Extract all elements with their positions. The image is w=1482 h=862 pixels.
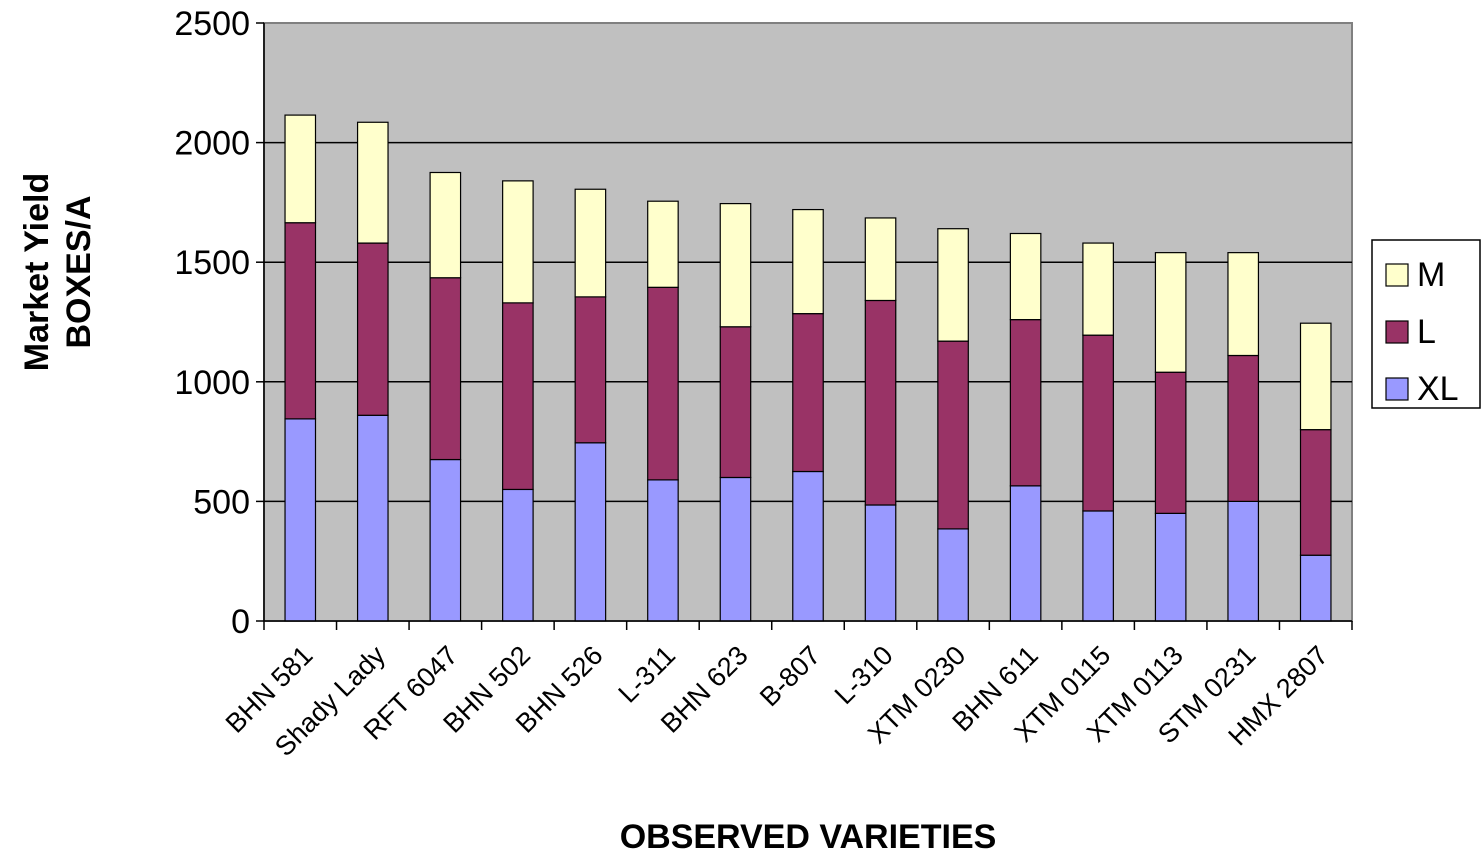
bar-xl-xtm-0115 bbox=[1082, 510, 1114, 622]
bar-l-xtm-0113 bbox=[1154, 371, 1187, 514]
y-tick-label: 500 bbox=[193, 483, 250, 521]
bar-xl-l-310 bbox=[864, 504, 897, 622]
bar-l-l-310 bbox=[864, 299, 897, 506]
legend-swatch-l bbox=[1385, 320, 1409, 344]
legend-label-m: M bbox=[1417, 256, 1445, 294]
x-tick-label: L-311 bbox=[613, 640, 682, 709]
y-tick-label: 0 bbox=[231, 603, 250, 641]
y-axis-title-line2: BOXES/A bbox=[60, 195, 98, 348]
bar-m-xtm-0230 bbox=[937, 228, 969, 342]
x-tick-label: L-310 bbox=[829, 640, 899, 710]
bar-l-stm-0231 bbox=[1227, 354, 1260, 503]
bar-l-xtm-0115 bbox=[1082, 334, 1114, 512]
bar-l-bhn-611 bbox=[1009, 319, 1042, 487]
legend-label-l: L bbox=[1417, 313, 1436, 351]
bar-m-xtm-0115 bbox=[1082, 242, 1114, 336]
bar-m-xtm-0113 bbox=[1154, 252, 1187, 373]
bar-m-bhn-581 bbox=[284, 114, 317, 224]
bar-l-rft-6047 bbox=[429, 277, 462, 461]
legend-swatch-m bbox=[1385, 263, 1409, 287]
bar-xl-b-807 bbox=[792, 470, 824, 622]
bar-xl-stm-0231 bbox=[1227, 500, 1260, 622]
bar-l-shady-lady bbox=[356, 242, 389, 416]
bar-l-bhn-526 bbox=[574, 296, 607, 444]
bar-xl-bhn-611 bbox=[1009, 485, 1042, 622]
bar-xl-shady-lady bbox=[356, 414, 389, 622]
y-tick-label: 2500 bbox=[174, 5, 250, 43]
axes bbox=[256, 22, 1353, 630]
bar-m-stm-0231 bbox=[1227, 252, 1260, 357]
legend-label-xl: XL bbox=[1417, 370, 1459, 408]
bar-xl-bhn-502 bbox=[502, 488, 534, 622]
bar-l-bhn-581 bbox=[284, 222, 317, 420]
y-tick-label: 1500 bbox=[174, 244, 250, 282]
bar-m-l-310 bbox=[864, 217, 897, 302]
legend-swatch-xl bbox=[1385, 377, 1409, 401]
bar-m-bhn-526 bbox=[574, 188, 607, 298]
bar-l-bhn-623 bbox=[719, 326, 752, 479]
bar-l-xtm-0230 bbox=[937, 340, 969, 530]
x-tick-label: B-807 bbox=[754, 640, 826, 712]
y-tick-labels: 0 500 1000 1500 2000 2500 bbox=[174, 5, 250, 641]
y-tick-label: 1000 bbox=[174, 364, 250, 402]
bar-l-hmx-2807 bbox=[1299, 429, 1332, 556]
y-axis-title-line1: Market Yield bbox=[18, 173, 56, 371]
bar-xl-xtm-0230 bbox=[937, 528, 969, 622]
bar-xl-rft-6047 bbox=[429, 458, 462, 622]
bar-xl-bhn-581 bbox=[284, 418, 317, 622]
bar-m-bhn-623 bbox=[719, 202, 752, 328]
bar-m-shady-lady bbox=[356, 121, 389, 244]
bar-m-bhn-611 bbox=[1009, 232, 1042, 321]
x-axis-title: OBSERVED VARIETIES bbox=[620, 818, 997, 856]
bar-xl-bhn-623 bbox=[719, 476, 752, 622]
bar-xl-l-311 bbox=[647, 479, 679, 622]
bar-xl-hmx-2807 bbox=[1299, 554, 1332, 622]
bars bbox=[284, 114, 1332, 622]
bar-m-b-807 bbox=[792, 208, 824, 315]
bar-l-l-311 bbox=[647, 286, 679, 481]
bar-l-bhn-502 bbox=[502, 302, 534, 491]
bar-m-bhn-502 bbox=[502, 180, 534, 304]
legend: ML XL bbox=[1371, 239, 1481, 409]
bar-m-l-311 bbox=[647, 200, 679, 288]
bar-m-hmx-2807 bbox=[1299, 322, 1332, 431]
bar-xl-xtm-0113 bbox=[1154, 512, 1187, 622]
bar-l-b-807 bbox=[792, 313, 824, 473]
bar-m-rft-6047 bbox=[429, 171, 462, 279]
y-tick-label: 2000 bbox=[174, 125, 250, 163]
bar-xl-bhn-526 bbox=[574, 442, 607, 622]
